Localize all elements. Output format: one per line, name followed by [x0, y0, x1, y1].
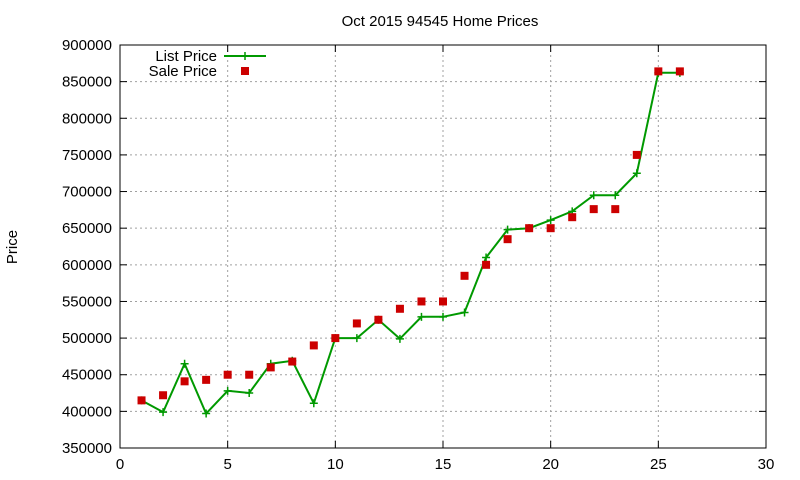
list-price-point [632, 169, 641, 178]
sale-price-point [309, 341, 318, 350]
legend-marker-sale-price [241, 67, 249, 75]
list-price-point [352, 334, 361, 343]
sale-price-point [675, 67, 684, 76]
list-price-point [223, 386, 232, 395]
legend-marker-list-price [241, 52, 249, 60]
sale-price-point [417, 297, 426, 306]
list-price-point [417, 312, 426, 321]
x-tick-label: 10 [327, 456, 344, 473]
sale-price-point [546, 224, 555, 233]
list-price-point [482, 253, 491, 262]
legend-label-sale-price: Sale Price [149, 63, 217, 80]
list-price-point [245, 389, 254, 398]
list-price-point [202, 409, 211, 418]
x-tick-label: 5 [223, 456, 231, 473]
y-tick-label: 750000 [62, 147, 112, 164]
list-price-point [395, 334, 404, 343]
axis-ticks: 350000 400000 450000 500000 550000 600000 6500… [62, 37, 774, 473]
sale-price-point [589, 205, 598, 214]
grid [120, 45, 766, 448]
y-axis-label: Price [4, 230, 21, 264]
sale-price-point [611, 205, 620, 214]
chart-title: Oct 2015 94545 Home Prices [342, 13, 539, 30]
sale-price-point [331, 334, 340, 343]
y-tick-label: 550000 [62, 293, 112, 310]
sale-price-point [266, 363, 275, 372]
list-price-point [546, 216, 555, 225]
sale-price-point [395, 304, 404, 313]
sale-price-point [525, 224, 534, 233]
y-tick-label: 850000 [62, 74, 112, 91]
sale-price-point [352, 319, 361, 328]
sale-price-point [245, 370, 254, 379]
sale-price-point [374, 315, 383, 324]
sale-price-point [288, 357, 297, 366]
list-price-point [503, 225, 512, 234]
list-price-point [589, 191, 598, 200]
x-tick-label: 30 [758, 456, 775, 473]
x-tick-label: 0 [116, 456, 124, 473]
sale-price-point [180, 377, 189, 386]
series-line-list-price [141, 71, 680, 416]
y-tick-label: 700000 [62, 184, 112, 201]
y-tick-label: 900000 [62, 37, 112, 54]
y-tick-label: 450000 [62, 367, 112, 384]
sale-price-point [439, 297, 447, 306]
series-layer [137, 67, 684, 418]
list-price-point [159, 408, 168, 417]
list-price-point [460, 308, 469, 317]
sale-price-point [632, 150, 641, 159]
y-tick-label: 650000 [62, 220, 112, 237]
legend-label-list-price: List Price [155, 48, 217, 65]
sale-price-point [137, 396, 146, 405]
y-tick-label: 800000 [62, 110, 112, 127]
list-price-point [611, 191, 620, 200]
sale-price-point [503, 235, 512, 244]
y-tick-label: 500000 [62, 330, 112, 347]
x-tick-label: 15 [435, 456, 452, 473]
y-tick-label: 600000 [62, 257, 112, 274]
sale-price-point [482, 260, 491, 269]
y-tick-label: 400000 [62, 403, 112, 420]
sale-price-point [223, 370, 232, 379]
sale-price-point [159, 391, 168, 400]
list-price-point [180, 359, 189, 368]
y-tick-label: 350000 [62, 440, 112, 457]
list-price-point [309, 399, 318, 408]
x-tick-label: 20 [542, 456, 559, 473]
sale-price-point [460, 271, 469, 280]
sale-price-point [654, 67, 663, 76]
list-price-point [439, 312, 447, 321]
sale-price-point [568, 213, 577, 222]
legend: List Price Sale Price [149, 48, 266, 80]
sale-price-point [202, 375, 211, 384]
x-tick-label: 25 [650, 456, 667, 473]
